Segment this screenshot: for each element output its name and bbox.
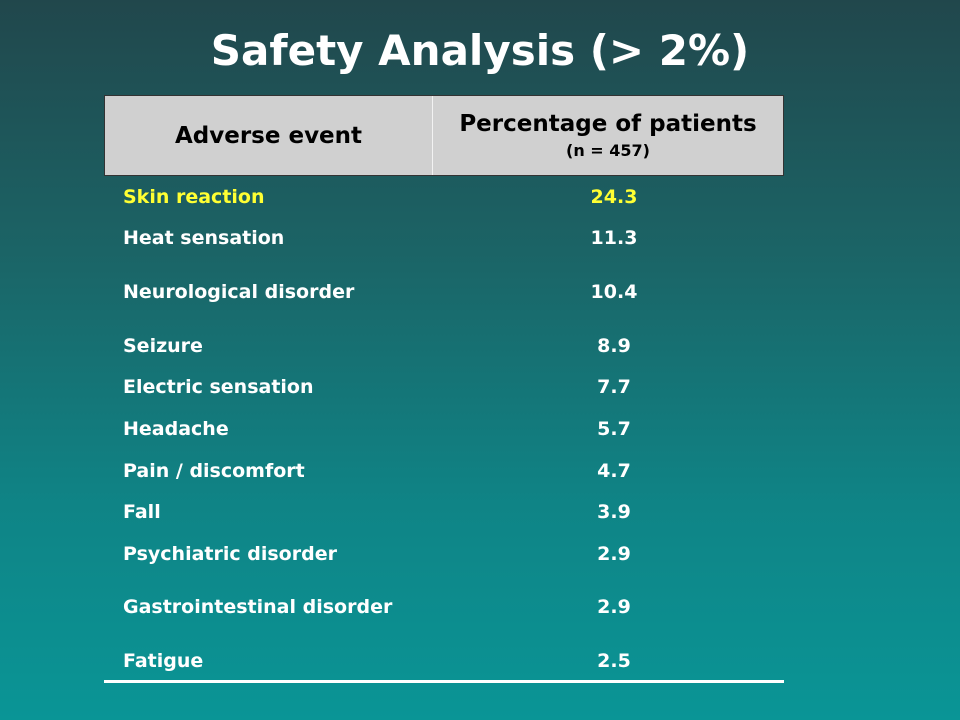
table-header-row: Adverse event Percentage of patients (n … [104,95,784,176]
table-row: Skin reaction 24.3 [104,182,784,212]
row-value: 3.9 [597,501,631,523]
header-percentage-label: Percentage of patients [459,110,757,137]
header-adverse-event: Adverse event [105,96,433,175]
table-row: Seizure 8.9 [104,331,784,361]
table-bottom-rule [104,680,784,683]
row-value: 7.7 [597,376,631,398]
table-row: Fall 3.9 [104,497,784,527]
header-sample-size: (n = 457) [566,140,650,160]
row-event: Fatigue [123,650,204,672]
header-adverse-event-label: Adverse event [174,122,363,149]
row-event: Pain / discomfort [123,460,305,482]
row-value: 2.5 [597,650,631,672]
table-row: Pain / discomfort 4.7 [104,456,784,486]
row-value: 24.3 [590,186,638,208]
row-event: Electric sensation [123,376,314,398]
table-row: Headache 5.7 [104,414,784,444]
row-value: 2.9 [597,543,631,565]
row-event: Gastrointestinal disorder [123,596,393,618]
table-row: Fatigue 2.5 [104,646,784,676]
row-event: Skin reaction [123,186,265,208]
table-row: Electric sensation 7.7 [104,372,784,402]
row-value: 10.4 [590,281,638,303]
table-row: Heat sensation 11.3 [104,223,784,253]
row-event: Neurological disorder [123,281,355,303]
row-value: 4.7 [597,460,631,482]
row-value: 11.3 [590,227,638,249]
table-row: Psychiatric disorder 2.9 [104,539,784,569]
row-event: Seizure [123,335,203,357]
row-event: Psychiatric disorder [123,543,337,565]
table-row: Gastrointestinal disorder 2.9 [104,592,784,622]
adverse-events-table: Adverse event Percentage of patients (n … [104,95,784,683]
row-event: Heat sensation [123,227,285,249]
row-event: Fall [123,501,161,523]
slide-title: Safety Analysis (> 2%) [210,26,750,75]
row-value: 2.9 [597,596,631,618]
row-event: Headache [123,418,229,440]
row-value: 5.7 [597,418,631,440]
row-value: 8.9 [597,335,631,357]
header-percentage: Percentage of patients (n = 457) [433,96,783,175]
table-row: Neurological disorder 10.4 [104,277,784,307]
